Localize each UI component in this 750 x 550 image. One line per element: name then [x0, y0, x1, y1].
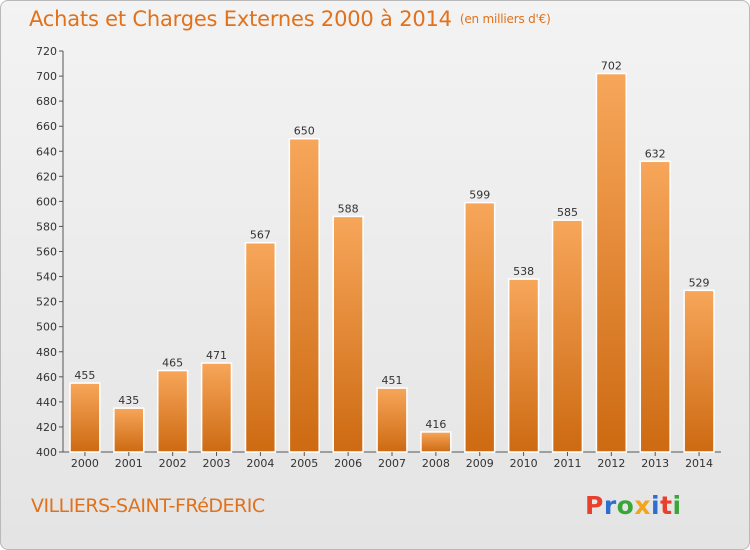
x-tick-label: 2010 [510, 457, 538, 470]
y-tick-label: 580 [36, 220, 57, 233]
bar-2009 [464, 201, 496, 453]
bar-2001 [113, 407, 145, 453]
x-tick-label: 2003 [203, 457, 231, 470]
bar-2002 [157, 369, 189, 453]
x-tick-label: 2005 [290, 457, 318, 470]
logo-letter: i [651, 491, 661, 520]
y-tick-label: 540 [36, 271, 57, 284]
chart-title: Achats et Charges Externes 2000 à 2014 (e… [29, 7, 551, 31]
commune-name: VILLIERS-SAINT-FRéDERIC [31, 495, 265, 517]
x-tick-label: 2007 [378, 457, 406, 470]
bar-value-label: 567 [250, 229, 271, 242]
chart-title-text: Achats et Charges Externes 2000 à 2014 [29, 7, 452, 31]
bar-2005 [288, 137, 320, 453]
chart-unit: (en milliers d'€) [459, 12, 551, 26]
bar-2007 [376, 387, 408, 453]
bar-2006 [332, 215, 364, 453]
y-tick-label: 720 [36, 45, 57, 58]
y-tick-label: 440 [36, 396, 57, 409]
y-tick-label: 640 [36, 145, 57, 158]
x-tick-label: 2002 [159, 457, 187, 470]
y-tick-label: 620 [36, 170, 57, 183]
proxiti-logo[interactable]: Proxiti [585, 491, 682, 520]
x-tick-label: 2009 [466, 457, 494, 470]
x-tick-label: 2001 [115, 457, 143, 470]
y-tick-label: 500 [36, 321, 57, 334]
x-tick-label: 2013 [641, 457, 669, 470]
bar-value-label: 435 [118, 394, 139, 407]
y-tick-label: 460 [36, 371, 57, 384]
bar-value-label: 529 [689, 276, 710, 289]
logo-letter: o [616, 491, 635, 520]
logo-letter: i [672, 491, 682, 520]
y-tick-label: 560 [36, 246, 57, 259]
bar-value-label: 588 [338, 202, 359, 215]
y-tick-label: 700 [36, 70, 57, 83]
bar-value-label: 465 [162, 357, 183, 370]
y-tick-label: 480 [36, 346, 57, 359]
logo-letter: t [660, 491, 673, 520]
bar-value-label: 632 [645, 147, 666, 160]
bar-value-label: 471 [206, 349, 227, 362]
bar-2012 [595, 72, 627, 453]
bar-value-label: 599 [469, 189, 490, 202]
bar-2013 [639, 160, 671, 453]
bar-value-label: 455 [74, 369, 95, 382]
x-tick-label: 2006 [334, 457, 362, 470]
bar-value-label: 416 [425, 418, 446, 431]
y-tick-label: 520 [36, 296, 57, 309]
x-tick-label: 2004 [246, 457, 274, 470]
y-tick-label: 600 [36, 195, 57, 208]
bar-2011 [551, 219, 584, 453]
x-tick-label: 2008 [422, 457, 450, 470]
logo-letter: x [634, 491, 651, 520]
bar-value-label: 451 [382, 374, 403, 387]
y-tick-label: 660 [36, 120, 57, 133]
bar-value-label: 538 [513, 265, 534, 278]
y-tick-label: 400 [36, 446, 57, 459]
bar-2014 [683, 289, 715, 453]
y-tick-label: 420 [36, 421, 57, 434]
bar-2008 [420, 431, 452, 453]
x-tick-label: 2011 [553, 457, 581, 470]
y-tick-label: 680 [36, 95, 57, 108]
logo-letter: r [603, 491, 617, 520]
bar-2000 [69, 382, 101, 453]
bar-value-label: 702 [601, 60, 622, 73]
bar-value-label: 650 [294, 125, 315, 138]
x-tick-label: 2000 [71, 457, 99, 470]
bar-2003 [200, 362, 233, 453]
bar-2004 [244, 241, 277, 453]
logo-letter: P [585, 491, 604, 520]
x-tick-label: 2012 [597, 457, 625, 470]
bar-value-label: 585 [557, 206, 578, 219]
x-tick-label: 2014 [685, 457, 713, 470]
bar-2010 [507, 278, 540, 453]
